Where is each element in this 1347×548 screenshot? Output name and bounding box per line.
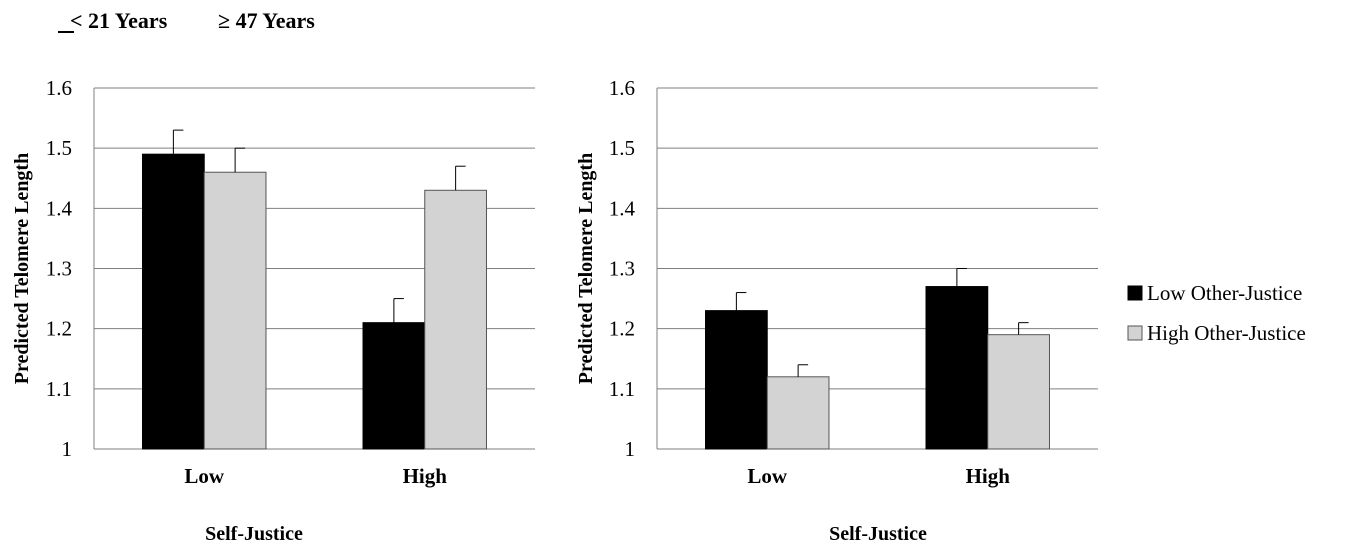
- header-right: ≥ 47 Years: [218, 8, 315, 33]
- y-tick-label: 1.2: [609, 317, 635, 341]
- bar: [424, 189, 487, 450]
- header-left: < 21 Years: [70, 8, 168, 33]
- x-category-label: Low: [184, 464, 225, 488]
- x-axis-label: Self-Justice: [205, 523, 303, 545]
- bar: [705, 310, 768, 450]
- bar: [925, 286, 989, 450]
- right-chart: 1 1.1 1.2 1.3 1.4 1.5 1.6 Low High Self-Justice Pr…: [575, 76, 1098, 545]
- legend-swatch-low: [1127, 285, 1143, 301]
- legend-label-high: High Other-Justice: [1147, 321, 1306, 345]
- legend-label-low: Low Other-Justice: [1147, 281, 1302, 305]
- x-category-label: High: [966, 464, 1011, 488]
- y-tick-label: 1.1: [46, 377, 72, 401]
- y-tick-label: 1.2: [46, 317, 72, 341]
- bar: [987, 334, 1050, 450]
- y-tick-label: 1.4: [46, 196, 73, 220]
- left-chart: 1 1.1 1.2 1.3 1.4 1.5 1.6 Low High Self-Justice Pr…: [11, 76, 535, 545]
- x-category-label: Low: [747, 464, 788, 488]
- legend: Low Other-Justice High Other-Justice: [1127, 281, 1306, 345]
- y-tick-label: 1.6: [609, 76, 635, 100]
- legend-swatch-high: [1127, 325, 1143, 341]
- y-tick-label: 1.5: [46, 136, 72, 160]
- y-tick-label: 1.5: [609, 136, 635, 160]
- y-tick-label: 1: [62, 437, 73, 461]
- bar: [766, 376, 830, 450]
- bar: [362, 322, 426, 450]
- x-category-label: High: [403, 464, 448, 488]
- y-axis-label: Predicted Telomere Length: [575, 153, 597, 384]
- bar: [203, 171, 267, 450]
- y-tick-label: 1.1: [609, 377, 635, 401]
- bar: [142, 153, 205, 450]
- y-axis-label: Predicted Telomere Length: [11, 153, 33, 384]
- y-tick-label: 1.3: [46, 257, 72, 281]
- y-tick-label: 1.6: [46, 76, 72, 100]
- y-tick-label: 1.4: [609, 196, 636, 220]
- y-tick-label: 1.3: [609, 257, 635, 281]
- y-tick-label: 1: [625, 437, 636, 461]
- x-axis-label: Self-Justice: [829, 523, 927, 545]
